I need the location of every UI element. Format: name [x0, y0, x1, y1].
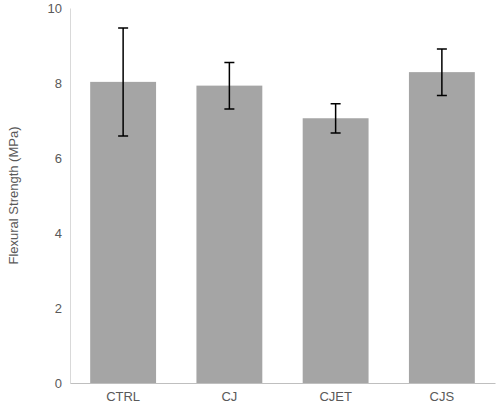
y-axis: 0 2 4 6 8 10: [48, 1, 71, 391]
y-tick-label: 2: [55, 301, 62, 316]
error-bar: [224, 62, 234, 109]
y-tick: 6: [55, 151, 70, 166]
x-tick: CJ: [221, 383, 237, 404]
y-tick-label: 4: [55, 226, 62, 241]
x-axis-line: [71, 383, 496, 384]
y-tick: 2: [55, 301, 70, 316]
y-axis-title: Flexural Strength (MPa): [6, 127, 21, 265]
y-tick: 4: [55, 226, 70, 241]
x-tick-label: CJS: [430, 389, 455, 404]
x-tick: CJS: [430, 383, 455, 404]
error-bar: [331, 104, 341, 133]
y-tick-label: 8: [55, 76, 62, 91]
y-tick-label: 10: [48, 1, 62, 16]
x-axis: CTRL CJ CJET CJS: [71, 383, 496, 404]
y-axis-line: [70, 9, 71, 384]
y-tick-label: 6: [55, 151, 62, 166]
y-tick: 10: [48, 1, 70, 16]
x-tick-label: CTRL: [106, 389, 140, 404]
bar: [303, 118, 369, 383]
y-tick-label: 0: [55, 376, 62, 391]
chart: 0 2 4 6 8 10 CTRL CJ CJET CJS Flexural Strength (M…: [0, 0, 500, 416]
bars: [90, 28, 475, 383]
x-tick-label: CJET: [319, 389, 352, 404]
y-tick: 8: [55, 76, 70, 91]
x-tick: CJET: [319, 383, 352, 404]
error-bar: [118, 28, 128, 136]
x-tick-label: CJ: [221, 389, 237, 404]
y-tick: 0: [55, 376, 70, 391]
error-bar: [437, 49, 447, 96]
plot: 0 2 4 6 8 10 CTRL CJ CJET CJS: [48, 1, 496, 405]
bar: [409, 72, 475, 383]
x-tick: CTRL: [106, 383, 140, 404]
bar: [196, 86, 262, 383]
